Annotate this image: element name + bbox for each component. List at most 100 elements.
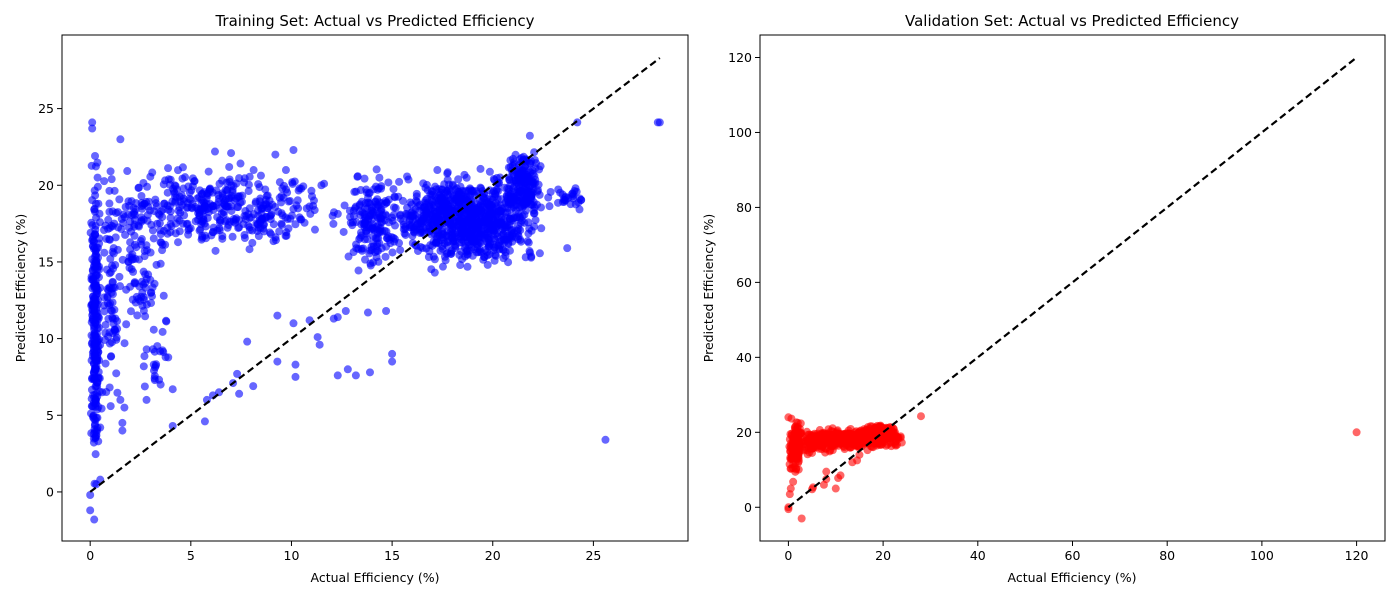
training-data-point: [341, 307, 350, 315]
training-data-point: [299, 182, 308, 191]
training-data-point: [533, 200, 542, 209]
training-data-point: [93, 182, 102, 191]
training-data-point: [364, 222, 373, 231]
training-data-point: [441, 256, 450, 265]
training-diagonal-line: [89, 57, 661, 493]
training-data-point: [91, 151, 100, 160]
training-data-point: [101, 320, 110, 329]
training-data-point: [329, 314, 338, 323]
training-data-point: [286, 196, 295, 205]
training-data-point: [416, 229, 425, 238]
training-data-point: [575, 205, 584, 214]
training-data-point: [372, 246, 381, 255]
training-data-point: [251, 197, 260, 206]
training-data-point: [113, 324, 122, 333]
validation-data-point: [793, 450, 802, 459]
training-data-point: [108, 306, 117, 315]
training-data-point: [89, 402, 98, 411]
validation-data-point: [822, 475, 831, 484]
validation-data-point: [893, 440, 902, 449]
training-data-point: [174, 238, 183, 247]
training-data-point: [411, 196, 420, 205]
training-data-point: [253, 220, 262, 229]
training-data-point: [472, 224, 481, 233]
validation-data-point: [822, 467, 831, 476]
validation-data-point: [793, 430, 802, 439]
training-data-point: [202, 199, 211, 208]
training-data-point: [123, 167, 132, 176]
training-data-point: [108, 277, 117, 286]
training-data-point: [391, 204, 400, 213]
training-data-point: [320, 179, 329, 188]
training-data-point: [152, 360, 161, 369]
training-data-point: [149, 325, 158, 334]
validation-y-tick-label: 100: [728, 125, 752, 140]
validation-data-point: [876, 426, 885, 435]
training-data-point: [194, 215, 203, 224]
training-data-point: [93, 337, 102, 346]
training-data-point: [190, 177, 199, 186]
training-data-point: [98, 388, 107, 397]
training-data-point: [133, 311, 142, 320]
training-data-point: [245, 172, 254, 181]
training-data-point: [92, 213, 101, 222]
validation-data-point: [1352, 428, 1361, 437]
training-data-point: [121, 202, 130, 211]
training-data-point: [497, 201, 506, 210]
training-data-point: [134, 183, 143, 192]
training-data-point: [427, 265, 436, 274]
validation-chart-title: Validation Set: Actual vs Predicted Effi…: [905, 12, 1239, 30]
training-data-point: [99, 301, 108, 310]
training-data-point: [517, 216, 526, 225]
training-data-point: [106, 402, 115, 411]
validation-data-point: [824, 425, 833, 434]
training-data-point: [390, 235, 399, 244]
validation-data-point: [804, 435, 813, 444]
training-y-tick-label: 5: [46, 408, 54, 423]
training-data-point: [221, 217, 230, 226]
training-data-point: [106, 268, 115, 277]
training-data-point: [107, 175, 116, 184]
training-data-point: [168, 385, 177, 394]
training-data-point: [88, 124, 97, 133]
training-data-point: [146, 275, 155, 284]
training-data-point: [313, 333, 322, 342]
training-data-point: [372, 234, 381, 243]
training-data-point: [520, 184, 529, 193]
training-data-point: [122, 320, 131, 329]
training-data-point: [433, 166, 442, 175]
training-data-point: [151, 195, 160, 204]
training-data-point: [147, 299, 156, 308]
training-data-point: [375, 173, 384, 182]
training-data-point: [140, 295, 148, 304]
training-data-point: [86, 506, 95, 515]
training-data-point: [244, 187, 253, 196]
training-data-point: [245, 245, 254, 254]
training-data-point: [537, 224, 546, 233]
training-data-point: [211, 246, 220, 255]
training-data-point: [339, 227, 348, 236]
training-data-point: [127, 211, 136, 220]
training-data-point: [485, 167, 494, 176]
training-data-point: [105, 186, 114, 195]
training-data-point: [91, 162, 100, 171]
training-data-point: [343, 365, 352, 374]
training-data-point: [104, 314, 113, 323]
training-data-point: [207, 231, 216, 240]
training-data-point: [183, 219, 192, 228]
validation-data-point: [837, 438, 846, 447]
training-data-point: [289, 205, 298, 214]
training-data-point: [142, 345, 151, 354]
training-data-point: [530, 155, 539, 164]
validation-chart: 0 20 40 60 80 100 120 0 20 40 60 80 100 120 Validati…: [701, 12, 1386, 585]
training-data-point: [524, 238, 533, 247]
training-data-point: [273, 311, 282, 320]
training-data-point: [493, 187, 502, 196]
training-data-point: [100, 307, 109, 316]
training-data-point: [420, 203, 429, 212]
training-reference-line: [89, 57, 661, 493]
training-data-point: [377, 184, 386, 193]
training-data-point: [262, 213, 271, 222]
training-data-point: [376, 223, 385, 232]
training-data-point: [120, 213, 129, 222]
